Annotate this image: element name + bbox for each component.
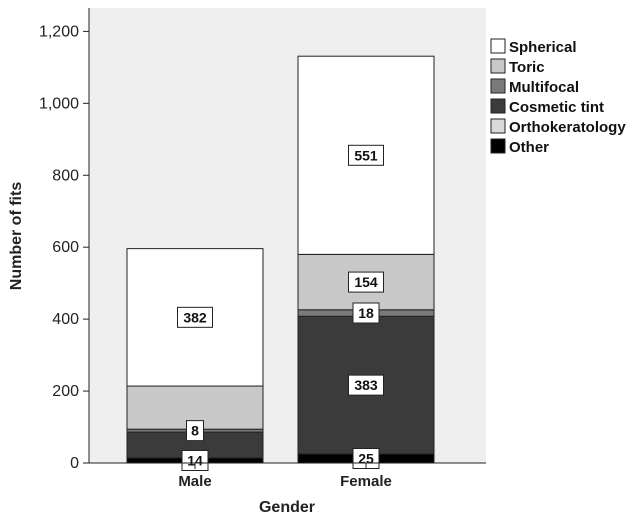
data-label-box [177, 306, 213, 328]
y-tick-label: 1,200 [39, 23, 79, 40]
y-tick-label: 400 [52, 311, 79, 328]
y-tick-label: 600 [52, 239, 79, 256]
legend-swatch-other [490, 138, 506, 154]
y-tick-label: 200 [52, 383, 79, 400]
data-label: 154 [354, 274, 378, 290]
y-tick-label: 1,000 [39, 95, 79, 112]
legend-label-orthokeratology: Orthokeratology [509, 119, 626, 136]
legend-label-spherical: Spherical [509, 39, 577, 56]
data-label: 14 [187, 452, 203, 468]
legend-label-other: Other [509, 139, 549, 156]
legend-swatch-multifocal [490, 78, 506, 94]
y-tick-label: 800 [52, 167, 79, 184]
data-label-box [348, 374, 384, 396]
x-category-label: Female [340, 473, 392, 490]
legend-swatch-cosmetic-tint [490, 98, 506, 114]
data-label-box [181, 449, 209, 471]
data-label-box [352, 302, 380, 324]
legend-swatch-toric [490, 58, 506, 74]
x-axis-title: Gender [259, 499, 315, 516]
x-axis-categories: Male Female [178, 463, 392, 490]
data-label: 383 [354, 377, 378, 393]
y-axis-title: Number of fits [8, 182, 25, 291]
data-label: 18 [358, 305, 374, 321]
legend-swatch-orthokeratology [490, 118, 506, 134]
legend-label-cosmetic-tint: Cosmetic tint [509, 99, 604, 116]
data-label: 382 [183, 309, 207, 325]
legend-swatch-spherical [490, 38, 506, 54]
legend-label-toric: Toric [509, 59, 545, 76]
data-label-box [186, 420, 204, 442]
legend-label-multifocal: Multifocal [509, 79, 579, 96]
data-label: 551 [354, 147, 378, 163]
y-axis-ticks: 0 200 400 600 800 1,000 1,200 [39, 23, 89, 472]
bars [126, 55, 435, 464]
data-label-box [348, 271, 384, 293]
legend: Spherical Toric Multifocal Cosmetic tint Ort… [490, 38, 626, 156]
data-label-box [348, 144, 384, 166]
y-tick-label: 0 [70, 455, 79, 472]
data-label: 8 [191, 423, 199, 439]
x-category-label: Male [178, 473, 211, 490]
